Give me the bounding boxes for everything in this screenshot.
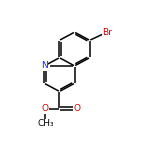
Text: Br: Br [102, 28, 112, 37]
Text: CH₃: CH₃ [37, 120, 54, 129]
Text: N: N [41, 61, 48, 70]
Text: O: O [42, 104, 49, 113]
Text: O: O [73, 104, 80, 113]
